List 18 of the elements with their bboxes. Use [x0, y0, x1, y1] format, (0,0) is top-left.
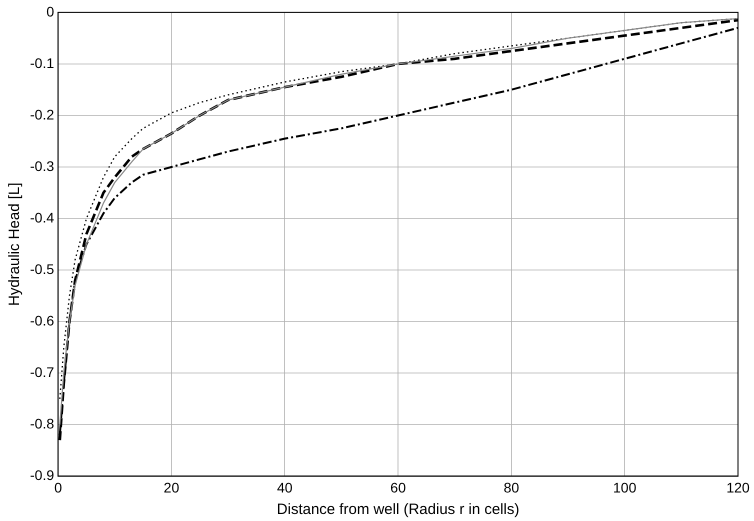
x-tick-label: 20	[164, 479, 180, 496]
y-axis-title: Hydraulic Head [L]	[6, 182, 24, 306]
y-tick-label: -0.7	[30, 364, 54, 380]
y-tick-label: -0.1	[30, 54, 54, 71]
x-tick-label: 40	[276, 479, 293, 496]
x-axis-title: Distance from well (Radius r in cells)	[276, 501, 520, 518]
y-tick-label: -0.5	[30, 260, 54, 277]
x-tick-label: 80	[504, 479, 520, 496]
y-tick-label: -0.9	[30, 467, 54, 484]
x-tick-label: 100	[613, 479, 637, 496]
y-tick-label: -0.8	[30, 416, 54, 432]
x-tick-label: 60	[390, 479, 406, 496]
x-tick-label: 120	[726, 479, 750, 496]
y-tick-label: -0.6	[30, 312, 54, 328]
y-tick-label: 0	[46, 3, 54, 20]
y-tick-label: -0.3	[30, 158, 54, 174]
y-tick-label: -0.4	[30, 209, 54, 226]
y-tick-label: -0.2	[30, 106, 54, 122]
